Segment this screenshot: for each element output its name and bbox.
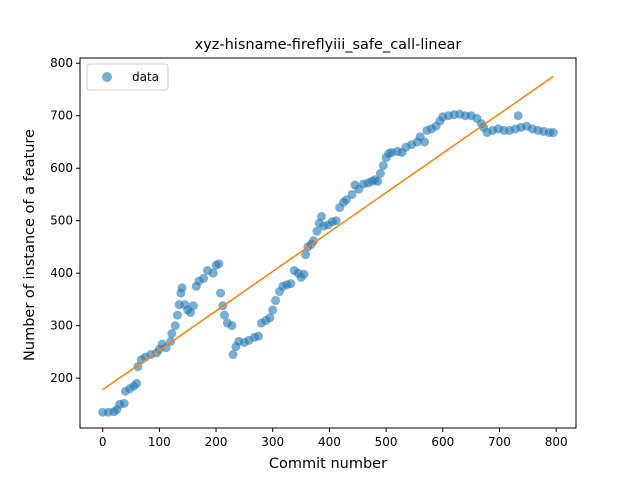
fit-line (102, 75, 554, 391)
data-point-19 (167, 329, 177, 339)
x-tick-label-100: 100 (148, 435, 171, 449)
x-tick-label-700: 700 (488, 435, 511, 449)
data-point-24 (177, 283, 187, 293)
y-axis-label: Number of instance of a feature (22, 129, 38, 361)
y-tick-label-200: 200 (50, 371, 73, 385)
data-point-75 (347, 189, 357, 199)
data-point-17 (161, 343, 171, 353)
data-point-71 (331, 216, 341, 226)
y-tick-label-300: 300 (50, 319, 73, 333)
data-point-47 (254, 331, 264, 341)
data-point-83 (375, 168, 385, 178)
y-tick-label-700: 700 (50, 109, 73, 123)
x-axis-label: Commit number (269, 456, 387, 472)
x-tick-label-300: 300 (261, 435, 284, 449)
data-point-64 (309, 236, 319, 246)
data-point-61 (301, 250, 311, 260)
data-point-74 (341, 195, 351, 205)
x-tick-label-500: 500 (375, 435, 398, 449)
y-tick-label-500: 500 (50, 214, 73, 228)
data-point-50 (265, 313, 275, 323)
data-point-41 (228, 350, 238, 360)
x-tick-label-600: 600 (431, 435, 454, 449)
data-point-114 (513, 111, 523, 121)
data-point-82 (373, 176, 383, 186)
legend-frame (86, 63, 169, 91)
plot-frame (79, 57, 577, 429)
data-point-121 (548, 128, 558, 138)
data-point-5 (119, 398, 129, 408)
data-point-35 (214, 259, 224, 269)
data-point-28 (188, 301, 198, 311)
data-point-40 (227, 321, 237, 331)
x-tick-label-800: 800 (545, 435, 568, 449)
data-point-84 (378, 161, 388, 171)
data-point-56 (286, 279, 296, 289)
legend-label-data: data (132, 70, 159, 84)
chart-title: xyz-hisname-fireflyiii_safe_call-linear (195, 37, 462, 53)
data-point-67 (316, 211, 326, 221)
x-tick-label-400: 400 (318, 435, 341, 449)
data-point-60 (299, 269, 309, 279)
plot-area: 0 100 200 300 400 500 600 700 800 200 300 400 500 600… (50, 56, 577, 449)
data-point-65 (312, 226, 322, 236)
x-tick-label-200: 200 (205, 435, 228, 449)
data-point-31 (199, 273, 209, 283)
legend-marker-data (102, 72, 112, 82)
data-point-38 (220, 310, 230, 320)
data-point-21 (172, 310, 182, 320)
legend: data (86, 63, 169, 91)
data-point-52 (271, 295, 281, 305)
data-point-36 (216, 288, 226, 298)
data-point-33 (208, 268, 218, 278)
data-point-94 (420, 137, 430, 147)
data-point-27 (186, 308, 196, 318)
data-point-20 (170, 321, 180, 331)
data-point-9 (132, 378, 142, 388)
y-tick-label-400: 400 (50, 266, 73, 280)
y-tick-label-600: 600 (50, 161, 73, 175)
data-point-51 (268, 305, 278, 315)
y-tick-label-800: 800 (50, 56, 73, 70)
x-tick-label-0: 0 (99, 435, 107, 449)
